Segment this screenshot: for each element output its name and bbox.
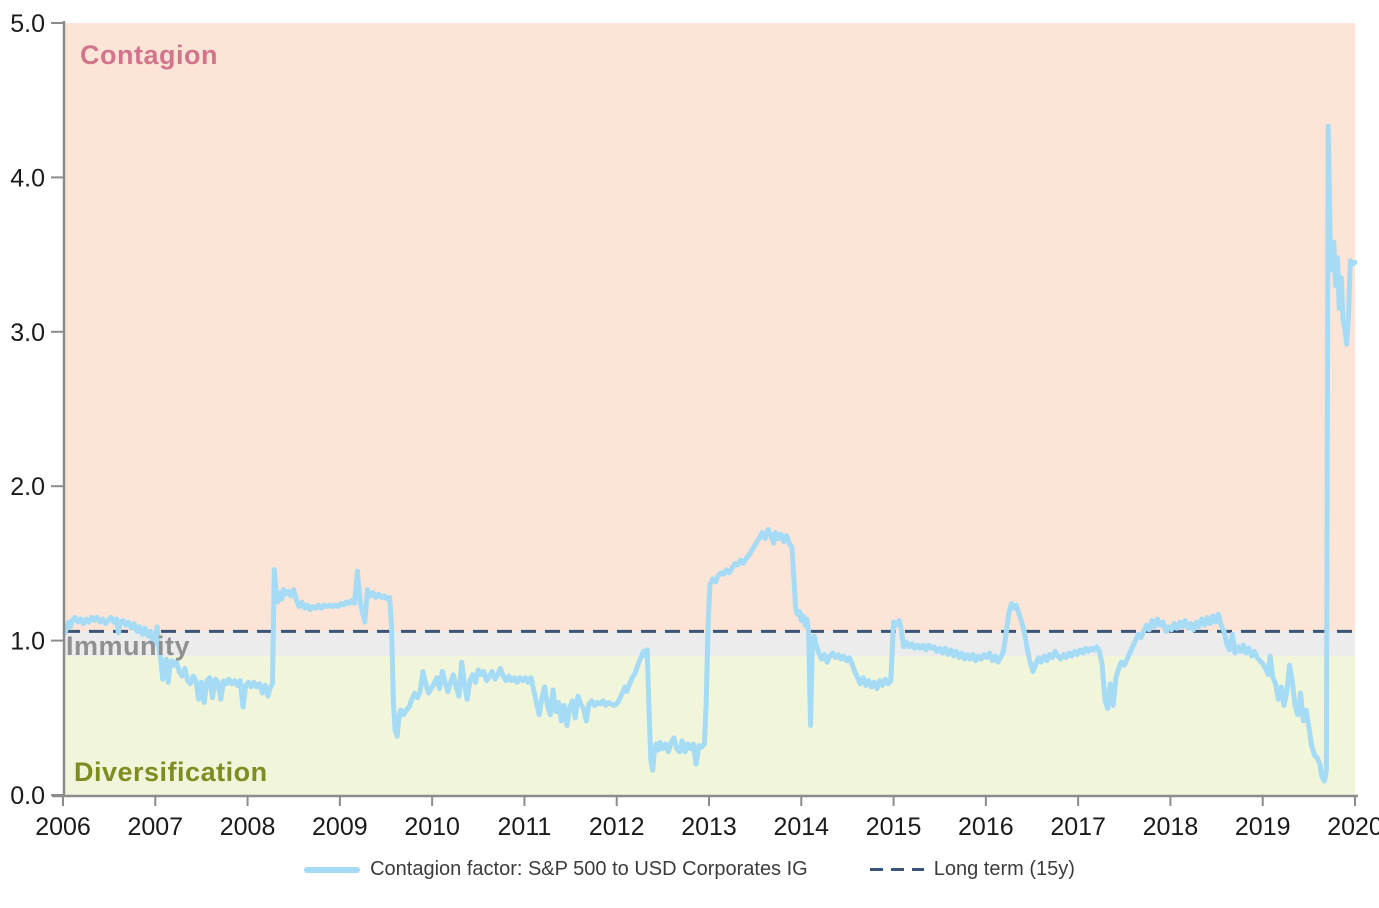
x-tick-label: 2011 xyxy=(498,813,552,841)
legend-item-contagion-factor: Contagion factor: S&P 500 to USD Corpora… xyxy=(304,858,808,881)
x-tick-label: 2017 xyxy=(1050,813,1106,841)
y-tick-label: 2.0 xyxy=(10,473,45,501)
x-tick-label: 2006 xyxy=(35,813,91,841)
x-tick-label: 2016 xyxy=(958,813,1014,841)
y-tick-label: 1.0 xyxy=(10,628,45,656)
legend-item-long-term: Long term (15y) xyxy=(869,858,1075,881)
series-line-contagion-factor xyxy=(62,123,1358,784)
x-tick-label: 2008 xyxy=(220,813,276,841)
dashed-line-swatch-icon xyxy=(869,868,924,871)
y-tick-label: 0.0 xyxy=(10,782,45,810)
x-tick-label: 2013 xyxy=(681,813,737,841)
x-tick-label: 2010 xyxy=(404,813,460,841)
y-tick-label: 4.0 xyxy=(10,164,45,192)
y-tick-label: 3.0 xyxy=(10,319,45,347)
x-tick-label: 2019 xyxy=(1235,813,1291,841)
x-tick-label: 2018 xyxy=(1143,813,1199,841)
x-tick-label: 2012 xyxy=(589,813,645,841)
x-tick-label: 2009 xyxy=(312,813,368,841)
x-tick-label: 2020 xyxy=(1327,813,1379,841)
solid-line-swatch-icon xyxy=(304,866,361,873)
region-label-contagion: Contagion xyxy=(80,40,218,70)
region-label-diversification: Diversification xyxy=(74,757,268,787)
legend-label-contagion-factor: Contagion factor: S&P 500 to USD Corpora… xyxy=(370,858,808,880)
region-label-immunity: Immunity xyxy=(66,631,191,661)
legend: Contagion factor: S&P 500 to USD Corpora… xyxy=(0,858,1379,881)
band-diversification xyxy=(65,656,1355,795)
y-tick-label: 5.0 xyxy=(10,10,45,38)
legend-label-long-term: Long term (15y) xyxy=(933,858,1075,880)
x-tick-label: 2007 xyxy=(127,813,183,841)
x-tick-label: 2014 xyxy=(773,813,829,841)
band-contagion xyxy=(65,23,1355,632)
x-tick-label: 2015 xyxy=(866,813,922,841)
